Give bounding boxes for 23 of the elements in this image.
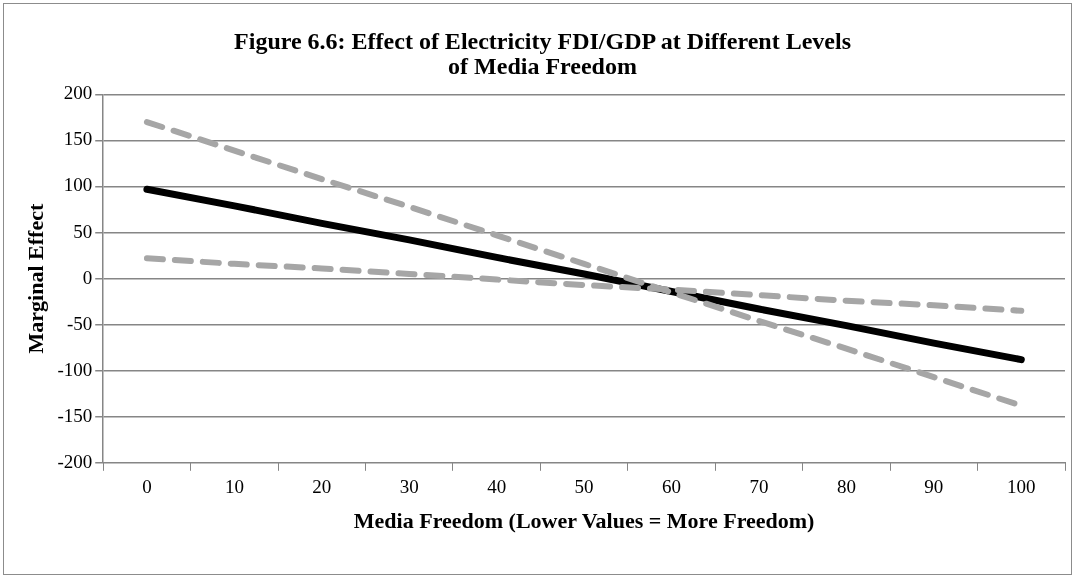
y-tick-label: 100 [63, 174, 93, 196]
x-tick-label: 60 [662, 476, 682, 498]
y-tick-label: 200 [63, 82, 93, 104]
x-tick-label: 90 [924, 476, 944, 498]
x-tick-label: 80 [836, 476, 856, 498]
x-tick-label: 30 [399, 476, 419, 498]
y-tick-label: 0 [82, 266, 93, 288]
y-tick-label: 150 [63, 128, 93, 150]
x-tick-label: 0 [142, 476, 152, 498]
y-tick-label: 50 [73, 220, 93, 242]
y-tick-label: -150 [57, 404, 93, 426]
x-tick-label: 40 [487, 476, 507, 498]
y-tick-label: -50 [66, 312, 93, 334]
y-axis-title: Marginal Effect [22, 203, 48, 354]
y-tick-label: -100 [57, 358, 93, 380]
x-tick-label: 100 [1007, 476, 1036, 498]
x-tick-label: 10 [224, 476, 244, 498]
x-tick-label: 70 [749, 476, 769, 498]
x-axis-title: Media Freedom (Lower Values = More Freedom) [353, 508, 815, 534]
x-tick-label: 50 [574, 476, 594, 498]
chart-title: Figure 6.6: Effect of Electricity FDI/GDP at Different Levels of Media Freedom [234, 27, 851, 79]
x-tick-label: 20 [312, 476, 332, 498]
y-tick-label: -200 [57, 450, 93, 472]
